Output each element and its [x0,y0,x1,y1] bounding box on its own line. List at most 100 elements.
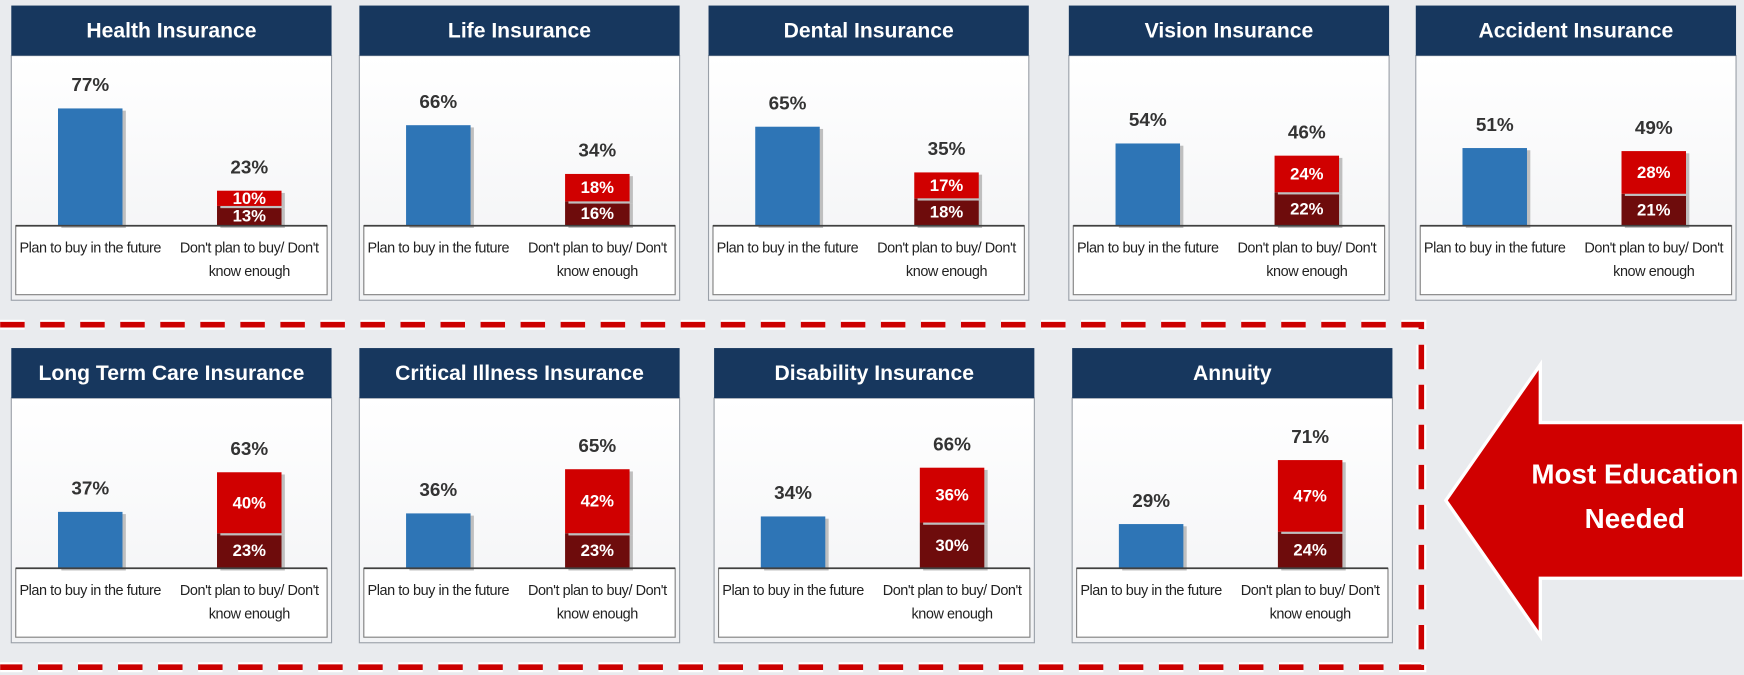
category-label: Don't plan to buy/ Don't know enough [179,239,319,280]
chart-panel: Dental Insurance 18% 17% 65% 35% Plan to buy … [707,5,1030,301]
category-label-box: Don't plan to buy/ Don't know enough [179,239,319,280]
callout-text: Needed [1585,503,1685,534]
segment-label: 30% [935,536,969,555]
total-label: 35% [928,139,966,160]
segment-label: 17% [930,176,964,195]
bar [914,172,979,199]
bar [1115,143,1181,226]
panel-header [359,348,680,399]
bar [565,533,630,569]
category-label: Plan to buy in the future [19,581,162,599]
total-label: 51% [1476,115,1514,136]
category-label-box: Don't plan to buy/ Don't know enough [877,239,1016,280]
category-label-box: Don't plan to buy/ Don't know enough [882,581,1022,622]
segment-label: 16% [581,204,615,223]
category-label-box: Plan to buy in the future [19,239,162,256]
total-label: 63% [230,439,268,460]
panel-title: Accident Insurance [1479,19,1674,42]
category-label: Plan to buy in the future [367,239,510,256]
panel-title: Life Insurance [448,19,591,42]
chart-panel: Vision Insurance 22% 24% 54% 46% Plan to buy … [1068,5,1390,301]
category-label: Don't plan to buy/ Don't know enough [527,581,667,622]
total-label: 34% [774,483,812,504]
bar [914,198,979,226]
category-label: Don't plan to buy/ Don't know enough [1240,581,1380,622]
chart-panel: Critical Illness Insurance 23% 42% 36% 65% Pl… [358,348,681,644]
label-box [712,225,1025,296]
bar [1462,148,1527,226]
bar [406,513,471,569]
panel-header [11,348,332,399]
category-label-box: Don't plan to buy/ Don't know enough [528,239,667,279]
callout-arrow: Most Education Needed [1443,359,1744,642]
category-label: Plan to buy in the future [1080,581,1222,599]
callout-text: Most Education [1531,458,1738,489]
segment-label: 10% [233,189,267,208]
category-label-box: Plan to buy in the future [367,581,510,599]
segment-label: 23% [581,541,615,560]
category-label: Don't plan to buy/ Don't know enough [877,239,1016,280]
category-label-box: Plan to buy in the future [1424,239,1566,256]
bar [57,511,123,569]
total-label: 54% [1129,110,1167,131]
bar [565,173,630,202]
label-box [1419,225,1733,296]
total-label: 49% [1635,118,1673,139]
chart-panel: Disability Insurance 30% 36% 34% 66% Plan to … [713,348,1035,644]
panel-title: Annuity [1193,362,1272,385]
total-label: 66% [419,92,457,113]
bar [217,533,282,569]
category-label: Plan to buy in the future [19,239,162,256]
category-label: Plan to buy in the future [716,239,859,256]
arrow-shape [1443,359,1744,642]
segment-label: 13% [233,206,267,225]
panel-title: Health Insurance [86,19,256,42]
segment-label: 24% [1290,164,1324,183]
panel-header [1415,5,1737,56]
bar [57,108,123,226]
panel-title: Disability Insurance [775,362,975,385]
total-label: 37% [71,479,109,500]
bar [1277,460,1343,532]
category-label-box: Don't plan to buy/ Don't know enough [180,582,319,622]
label-box [363,225,676,296]
bar [217,205,282,226]
category-label-box: Plan to buy in the future [1076,239,1219,256]
total-label: 29% [1132,491,1170,512]
bar [565,201,630,226]
category-label: Plan to buy in the future [1076,239,1219,256]
chart-panel: Health Insurance 13%10% 77% 23% Plan to buy … [10,5,333,301]
segment-label: 24% [1293,540,1327,559]
bar [1274,155,1340,193]
bar [1277,531,1343,569]
segment-label: 18% [581,178,615,197]
chart-panel: Annuity 24% 47% 29% 71% Plan to buy in the fu… [1071,348,1393,644]
total-label: 34% [578,141,616,162]
category-label: Don't plan to buy/ Don't know enough [882,581,1022,622]
bar [565,469,630,534]
total-label: 36% [419,480,457,501]
category-label-box: Don't plan to buy/ Don't know enough [1240,581,1380,622]
segment-label: 21% [1637,200,1671,219]
category-label: Plan to buy in the future [722,581,864,599]
total-label: 71% [1291,427,1329,448]
chart-panel: Life Insurance 16% 18% 66% 34% Plan to buy in… [358,5,681,301]
panel-header [359,5,680,56]
panel-header [1072,348,1393,399]
bar [1621,193,1687,226]
segment-label: 36% [935,486,969,505]
category-label-box: Plan to buy in the future [19,581,162,599]
chart-panel: Long Term Care Insurance 23% 40% 37% 63% Plan… [10,348,333,644]
category-label-box: Plan to buy in the future [1080,581,1222,599]
category-label: Plan to buy in the future [367,581,510,599]
panel-title: Long Term Care Insurance [38,362,304,385]
total-label: 23% [230,157,268,178]
panel-header [714,348,1035,399]
segment-label: 47% [1293,486,1327,505]
segment-label: 42% [581,492,615,511]
bar [1621,151,1687,194]
category-label: Don't plan to buy/ Don't know enough [1584,239,1724,280]
bar [217,472,282,534]
